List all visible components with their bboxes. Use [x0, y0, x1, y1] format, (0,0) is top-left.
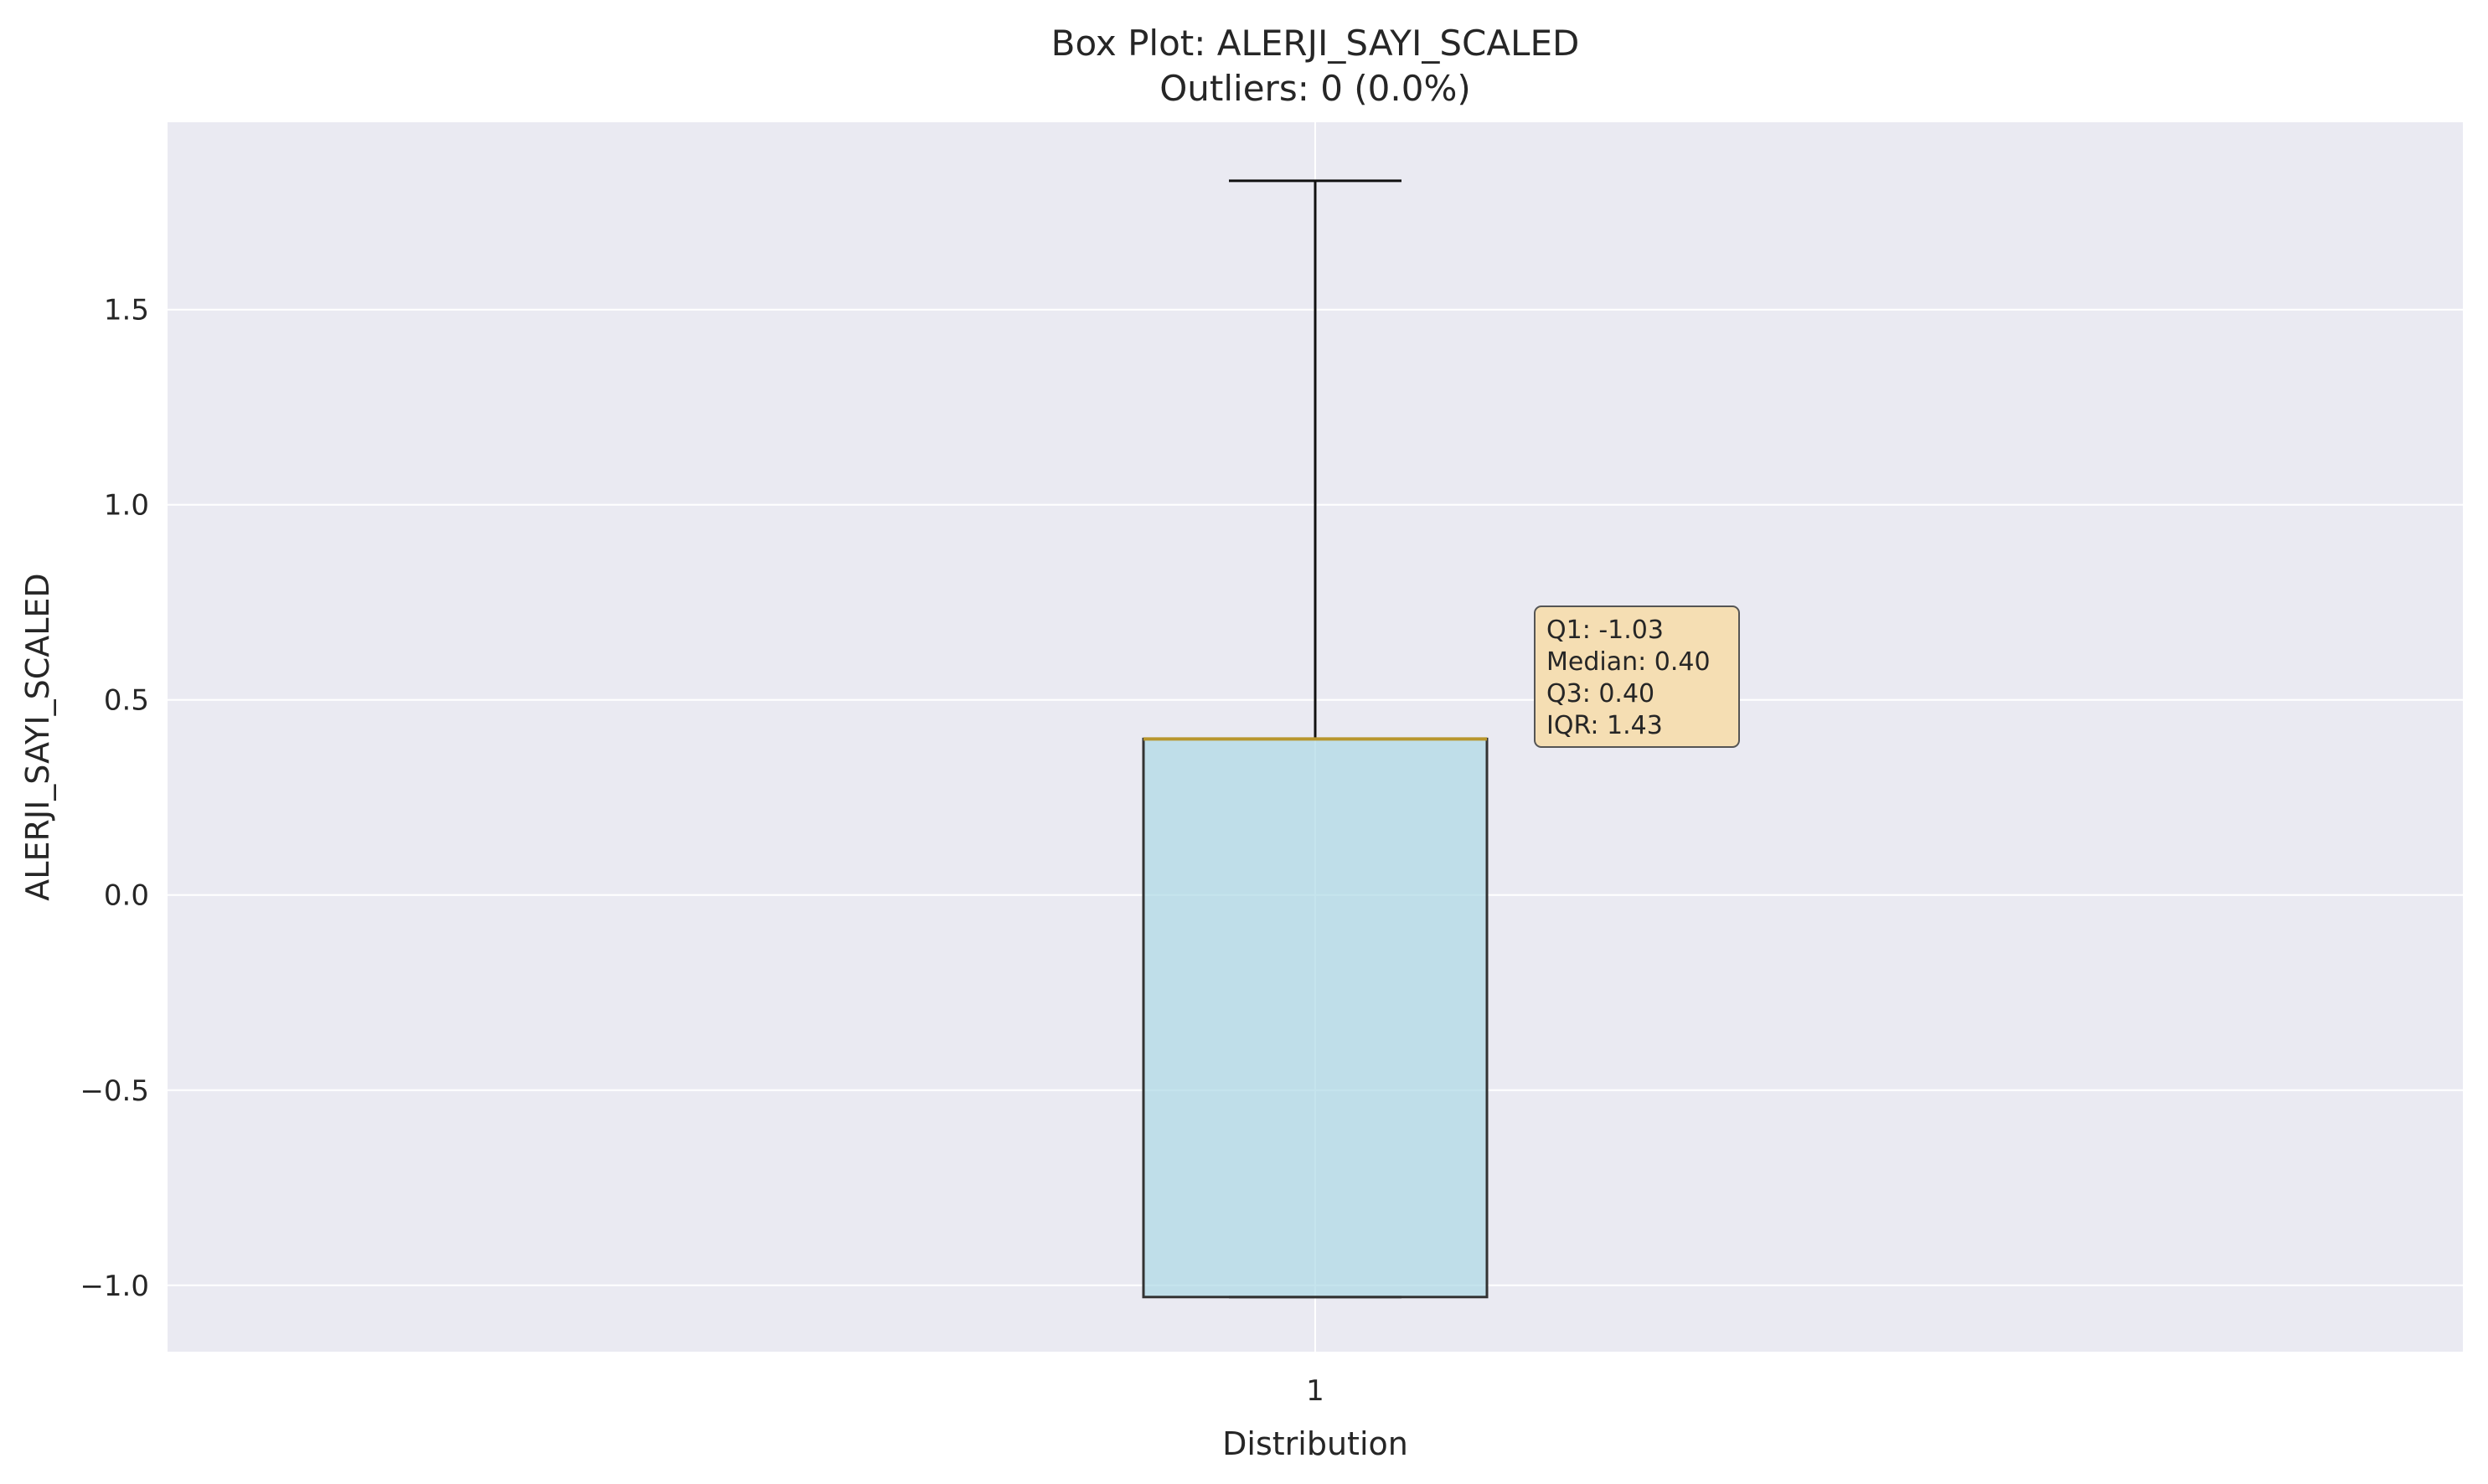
- y-tick-label: 0.0: [104, 879, 149, 913]
- y-tick-label: 0.5: [104, 684, 149, 718]
- x-axis-ticks: 1: [1306, 1374, 1324, 1408]
- stats-line: Q1: -1.03: [1546, 616, 1664, 645]
- x-tick-label: 1: [1306, 1374, 1324, 1408]
- y-axis-label: ALERJI_SAYI_SCALED: [19, 573, 56, 900]
- stats-box: [1534, 605, 1740, 748]
- box-layer: [1142, 179, 1489, 1299]
- y-tick-label: −0.5: [80, 1074, 149, 1108]
- y-tick-label: 1.5: [104, 294, 149, 327]
- y-tick-label: −1.0: [80, 1270, 149, 1303]
- x-axis-label: Distribution: [1222, 1425, 1408, 1462]
- y-axis-ticks: −1.0 −0.5 0.0 0.5 1.0 1.5: [80, 294, 149, 1303]
- chart-subtitle: Outliers: 0 (0.0%): [1159, 68, 1471, 109]
- stats-line: Median: 0.40: [1546, 647, 1711, 677]
- y-tick-label: 1.0: [104, 489, 149, 523]
- iqr-box: [1142, 737, 1489, 1299]
- chart-title: Box Plot: ALERJI_SAYI_SCALED: [1051, 23, 1580, 64]
- stats-line: IQR: 1.43: [1546, 711, 1663, 740]
- stats-line: Q3: 0.40: [1546, 679, 1654, 709]
